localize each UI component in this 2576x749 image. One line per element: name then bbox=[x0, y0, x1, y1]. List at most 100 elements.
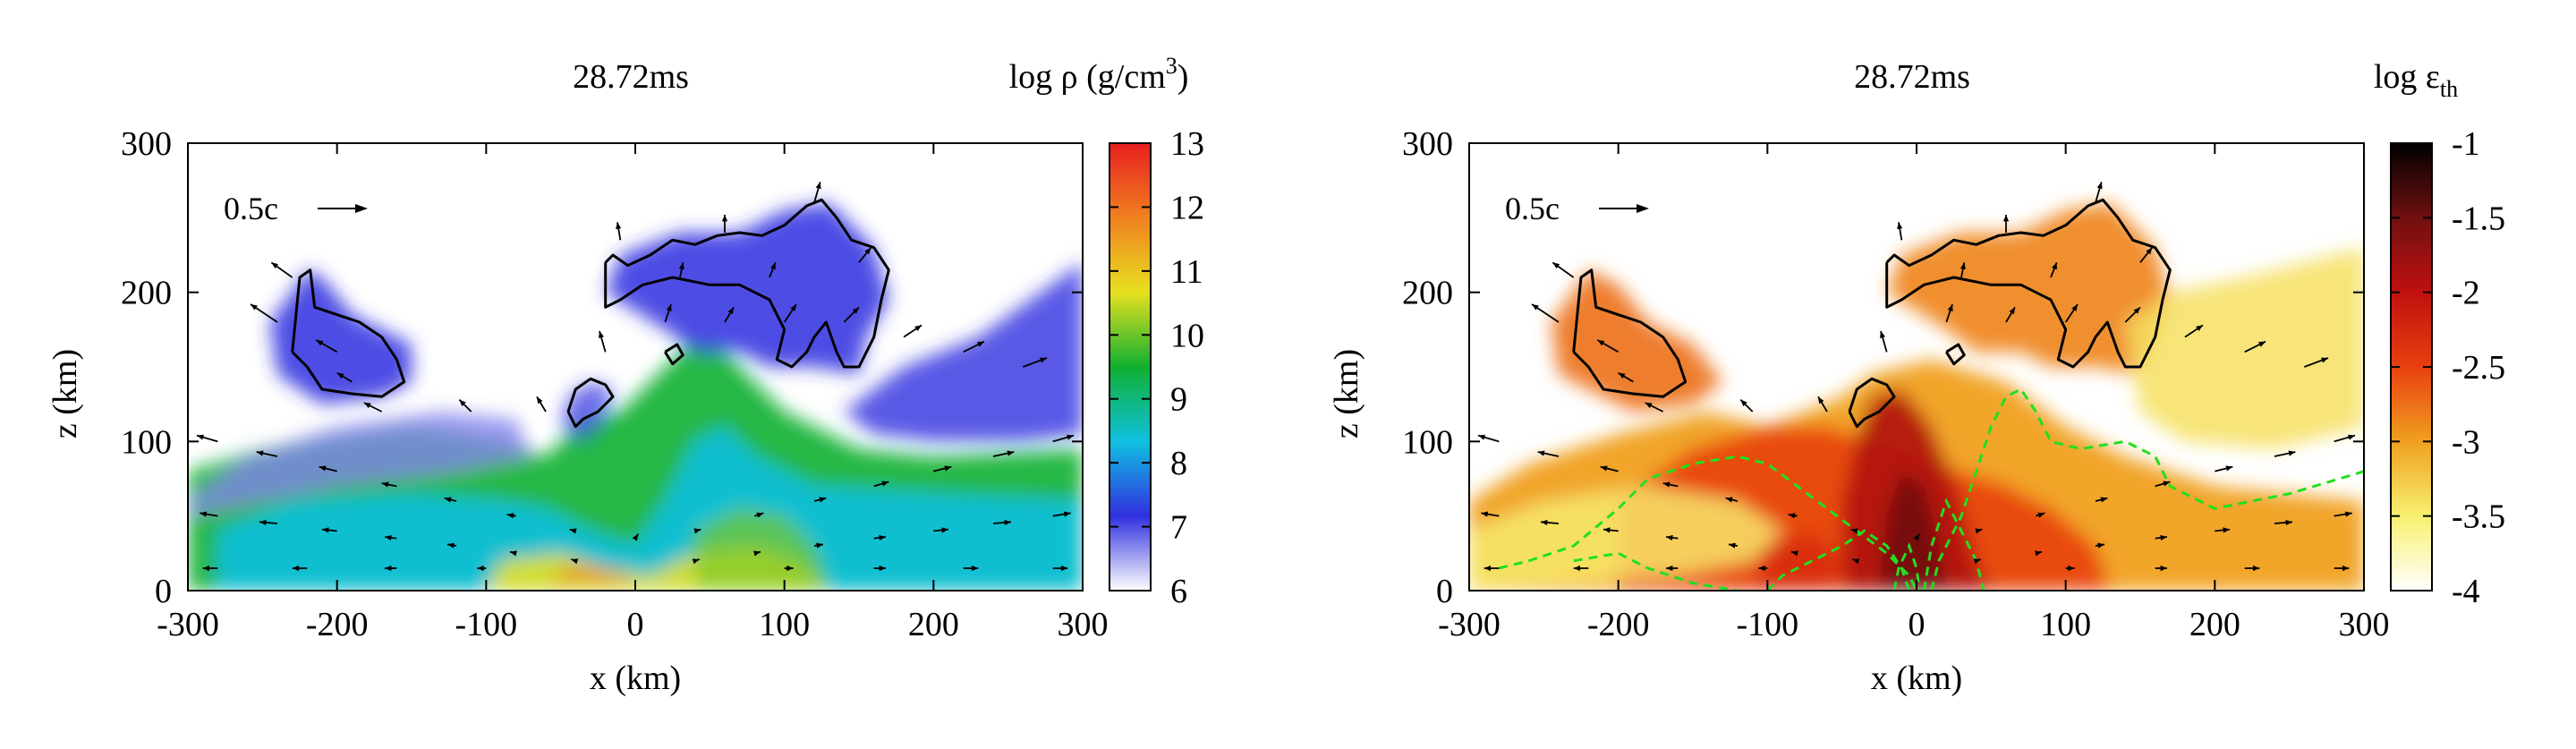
y-tick-label: 200 bbox=[1402, 275, 1453, 312]
field-region bbox=[546, 564, 635, 583]
velocity-arrowhead bbox=[879, 565, 886, 572]
colorbar-tick-label: 8 bbox=[1170, 445, 1187, 482]
velocity-arrowhead bbox=[1897, 222, 1903, 230]
velocity-arrowhead bbox=[2348, 434, 2355, 440]
thermal-x-axis: -300 -200 -100 0 100 200 300 bbox=[1438, 143, 2390, 643]
x-tick-label: 300 bbox=[2339, 606, 2390, 643]
velocity-arrowhead bbox=[2133, 307, 2140, 314]
velocity-arrowhead bbox=[569, 528, 577, 534]
velocity-arrowhead bbox=[322, 527, 329, 533]
velocity-arrowhead bbox=[381, 481, 389, 488]
velocity-arrowhead bbox=[879, 534, 886, 541]
velocity-arrowhead bbox=[2009, 307, 2015, 315]
velocity-arrowhead bbox=[1645, 403, 1653, 409]
velocity-arrowhead bbox=[385, 534, 392, 541]
x-tick-label: -300 bbox=[1438, 606, 1501, 643]
velocity-arrowhead bbox=[864, 247, 871, 255]
x-tick-label: 0 bbox=[1909, 606, 1926, 643]
density-colorbar-label: log ρ (g/cm3) bbox=[1009, 53, 1189, 96]
colorbar-tick-label: -1.5 bbox=[2452, 200, 2505, 237]
velocity-arrowhead bbox=[1552, 262, 1560, 269]
velocity-arrowhead bbox=[1597, 340, 1605, 346]
velocity-arrowhead bbox=[693, 528, 701, 534]
field-region bbox=[2125, 247, 2364, 449]
velocity-arrowhead bbox=[941, 527, 948, 533]
velocity-arrowhead bbox=[721, 215, 728, 222]
velocity-arrowhead bbox=[1666, 565, 1673, 572]
y-tick-label: 200 bbox=[121, 275, 172, 312]
velocity-arrowhead bbox=[2160, 534, 2167, 541]
y-tick-label: 100 bbox=[121, 423, 172, 461]
velocity-arrowhead bbox=[852, 307, 859, 314]
density-colorbar-ticks: 6 7 8 9 10 11 12 13 bbox=[1109, 125, 1204, 610]
velocity-arrowhead bbox=[2225, 465, 2233, 472]
velocity-arrowhead bbox=[2100, 497, 2108, 503]
velocity-arrowhead bbox=[599, 331, 605, 338]
thermal-colorbar-label-main: log ε bbox=[2374, 58, 2440, 96]
field-layer bbox=[1469, 202, 2364, 591]
velocity-arrowhead bbox=[319, 465, 327, 472]
thermal-x-label: x (km) bbox=[1871, 660, 1962, 697]
velocity-arrowhead bbox=[1004, 519, 1011, 526]
x-tick-label: 200 bbox=[2189, 606, 2240, 643]
x-tick-label: 100 bbox=[759, 606, 810, 643]
velocity-arrowhead bbox=[2344, 511, 2352, 517]
velocity-arrowhead bbox=[1758, 565, 1765, 572]
velocity-arrowhead bbox=[692, 558, 700, 565]
velocity-arrowhead bbox=[881, 481, 889, 487]
velocity-arrowhead bbox=[678, 262, 684, 270]
density-velocity-legend: 0.5c bbox=[224, 191, 368, 226]
x-tick-label: 200 bbox=[908, 606, 959, 643]
velocity-arrowhead bbox=[632, 533, 639, 541]
thermal-plot-area bbox=[1469, 143, 2364, 591]
density-x-label: x (km) bbox=[590, 660, 681, 697]
velocity-arrowhead bbox=[753, 550, 761, 557]
velocity-arrowhead bbox=[506, 513, 514, 519]
velocity-arrowhead bbox=[363, 403, 371, 409]
velocity-arrowhead bbox=[2196, 325, 2203, 332]
velocity-arrowhead bbox=[2097, 542, 2104, 549]
density-contour bbox=[1848, 377, 1896, 429]
density-colorbar-label-tail: ) bbox=[1177, 58, 1189, 96]
thermal-velocity-legend: 0.5c bbox=[1505, 191, 1649, 226]
thermal-title: 28.72ms bbox=[1854, 58, 1970, 96]
thermal-y-axis: 0 100 200 300 bbox=[1402, 125, 2364, 610]
field-layer bbox=[188, 202, 1083, 591]
field-region bbox=[694, 508, 829, 591]
velocity-arrowhead bbox=[447, 542, 455, 549]
thermal-colorbar-label: log εth bbox=[2374, 58, 2458, 102]
velocity-arrowhead bbox=[727, 307, 734, 315]
velocity-arrowhead bbox=[1788, 513, 1796, 519]
colorbar-tick-label: -4 bbox=[2452, 573, 2480, 610]
field-region bbox=[217, 426, 1083, 591]
colorbar-tick-label: 9 bbox=[1170, 381, 1187, 419]
density-title: 28.72ms bbox=[573, 58, 689, 96]
velocity-arrowhead bbox=[1850, 528, 1858, 534]
velocity-arrowhead bbox=[444, 497, 452, 503]
velocity-arrowhead bbox=[770, 262, 776, 270]
velocity-arrowhead bbox=[786, 565, 794, 572]
velocity-arrowhead bbox=[1960, 262, 1966, 270]
density-plot-area bbox=[188, 143, 1083, 591]
velocity-arrowhead bbox=[1541, 519, 1548, 526]
colorbar-tick-label: -3 bbox=[2452, 423, 2480, 461]
thermal-velocity-legend-label: 0.5c bbox=[1505, 191, 1560, 226]
velocity-arrowhead bbox=[1600, 465, 1608, 472]
velocity-arrowhead bbox=[616, 222, 622, 230]
velocity-arrowhead bbox=[2037, 512, 2045, 518]
velocity-arrowhead bbox=[1791, 550, 1798, 557]
velocity-arrowhead bbox=[1947, 304, 1953, 311]
colorbar-tick-label: -1 bbox=[2452, 125, 2480, 163]
velocity-arrowhead bbox=[271, 262, 279, 269]
x-tick-label: 100 bbox=[2040, 606, 2091, 643]
velocity-arrowhead bbox=[2068, 565, 2075, 572]
velocity-arrowhead bbox=[385, 565, 392, 572]
density-contour bbox=[664, 343, 684, 366]
velocity-arrowhead bbox=[2342, 565, 2350, 572]
thermal-velocity-legend-arrowhead bbox=[1637, 204, 1649, 213]
velocity-arrowhead bbox=[914, 325, 922, 332]
colorbar-tick-label: -2.5 bbox=[2452, 349, 2505, 387]
velocity-arrowhead bbox=[537, 396, 543, 404]
y-tick-label: 100 bbox=[1402, 423, 1453, 461]
